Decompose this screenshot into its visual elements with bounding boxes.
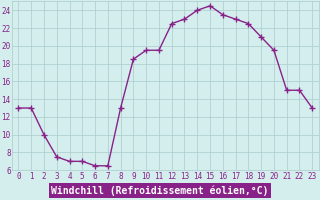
Text: Windchill (Refroidissement éolien,°C): Windchill (Refroidissement éolien,°C) <box>51 186 269 196</box>
